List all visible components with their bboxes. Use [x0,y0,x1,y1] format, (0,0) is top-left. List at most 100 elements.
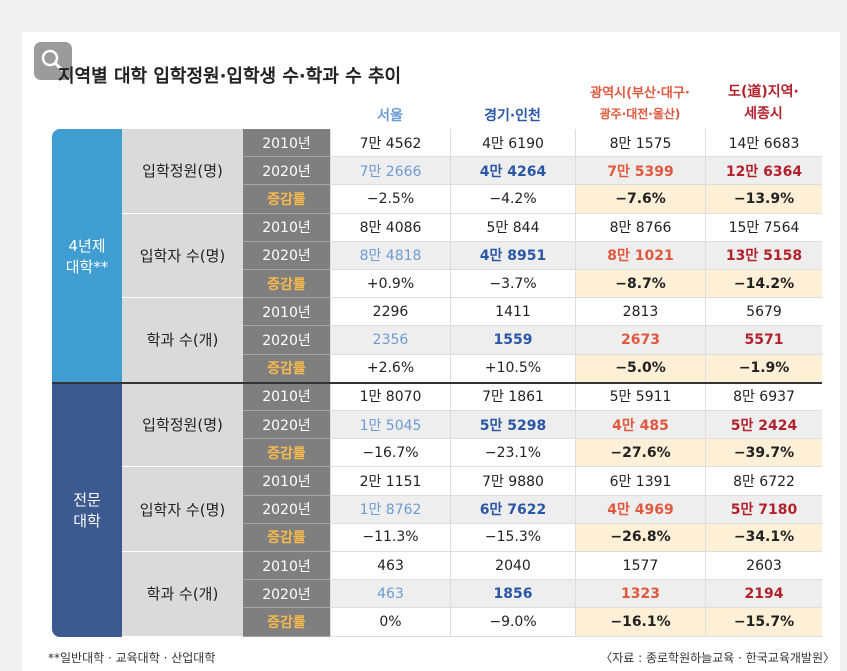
cell: 15만 7564 [705,213,822,242]
cell: 2673 [575,326,705,355]
cell: −11.3% [330,523,450,552]
group-label-line: 4년제 [68,236,106,255]
cell: 13만 5158 [705,241,822,270]
cell: 1411 [450,298,575,327]
cell: 2040 [450,552,575,581]
cell: 1577 [575,552,705,581]
cell: 5571 [705,326,822,355]
cell: 8만 6722 [705,467,822,496]
section-label: 입학자 수(명) [122,467,243,552]
cell: 8만 8766 [575,213,705,242]
cell: 4만 4264 [450,157,575,186]
section-label: 학과 수(개) [122,298,243,383]
cell: 4만 4969 [575,495,705,524]
cell: 2만 1151 [330,467,450,496]
cell: −2.5% [330,185,450,214]
year-label: 증감률 [243,523,330,552]
title: 지역별 대학 입학정원·입학생 수·학과 수 추이 [58,66,402,87]
cell: 5679 [705,298,822,327]
cell: 8만 4086 [330,213,450,242]
cell: 2813 [575,298,705,327]
cell: 2194 [705,580,822,609]
cell: 0% [330,608,450,637]
cell: 5만 5298 [450,411,575,440]
column-header: 광주·대전·울산) [599,106,681,121]
year-label: 2020년 [243,495,330,524]
year-label: 2020년 [243,580,330,609]
cell: 7만 9880 [450,467,575,496]
cell: 7만 5399 [575,157,705,186]
cell: 7만 2666 [330,157,450,186]
cell: 4만 6190 [450,129,575,158]
section-label: 입학자 수(명) [122,213,243,299]
cell: 1559 [450,326,575,355]
cell: 7만 4562 [330,129,450,158]
year-label: 증감률 [243,439,330,468]
cell: 1323 [575,580,705,609]
year-label: 2010년 [243,298,330,327]
search-icon[interactable] [34,42,72,80]
cell: +10.5% [450,354,575,383]
group-label-line: 대학** [65,257,109,276]
column-header: 세종시 [744,106,783,122]
cell: 1만 8762 [330,495,450,524]
source: 〈자료 : 종로학원하늘교육 · 한국교육개발원〉 [600,650,835,665]
year-label: 2020년 [243,411,330,440]
cell: −27.6% [575,439,705,468]
year-label: 2020년 [243,326,330,355]
column-header: 서울 [377,108,403,124]
section-label: 학과 수(개) [122,552,243,637]
cell: 5만 5911 [575,382,705,411]
cell: 6만 7622 [450,495,575,524]
cell: 5만 2424 [705,411,822,440]
year-label: 증감률 [243,608,330,637]
column-header: 경기·인천 [484,108,541,124]
cell: 7만 1861 [450,382,575,411]
cell: −14.2% [705,270,822,299]
cell: −4.2% [450,185,575,214]
cell: −39.7% [705,439,822,468]
group-separator [52,381,822,384]
cell: −23.1% [450,439,575,468]
column-header: 도(道)지역· [728,84,799,100]
cell: −26.8% [575,523,705,552]
year-label: 증감률 [243,354,330,383]
cell: 2296 [330,298,450,327]
cell: +0.9% [330,270,450,299]
cell: 12만 6364 [705,157,822,186]
cell: −3.7% [450,270,575,299]
year-label: 증감률 [243,185,330,214]
cell: 4만 8951 [450,241,575,270]
section-label: 입학정원(명) [122,382,243,468]
cell: 8만 1575 [575,129,705,158]
cell: 5만 844 [450,213,575,242]
cell: −15.3% [450,523,575,552]
year-label: 2010년 [243,552,330,581]
cell: −13.9% [705,185,822,214]
cell: −1.9% [705,354,822,383]
section-label: 입학정원(명) [122,129,243,214]
cell: 14만 6683 [705,129,822,158]
group-label-line: 대학 [73,511,101,530]
cell: −5.0% [575,354,705,383]
footnote: **일반대학 · 교육대학 · 산업대학 [48,650,216,665]
cell: −16.1% [575,608,705,637]
column-header: 광역시(부산·대구· [590,85,690,101]
cell: 5만 7180 [705,495,822,524]
cell: 1만 5045 [330,411,450,440]
year-label: 2020년 [243,157,330,186]
cell: 4만 485 [575,411,705,440]
cell: 1만 8070 [330,382,450,411]
cell: 8만 1021 [575,241,705,270]
year-label: 2010년 [243,382,330,411]
year-label: 증감률 [243,270,330,299]
year-label: 2020년 [243,241,330,270]
cell: 8만 6937 [705,382,822,411]
cell: −34.1% [705,523,822,552]
year-label: 2010년 [243,467,330,496]
cell: 8만 4818 [330,241,450,270]
group-label-line: 전문 [73,490,101,509]
cell: 463 [330,580,450,609]
